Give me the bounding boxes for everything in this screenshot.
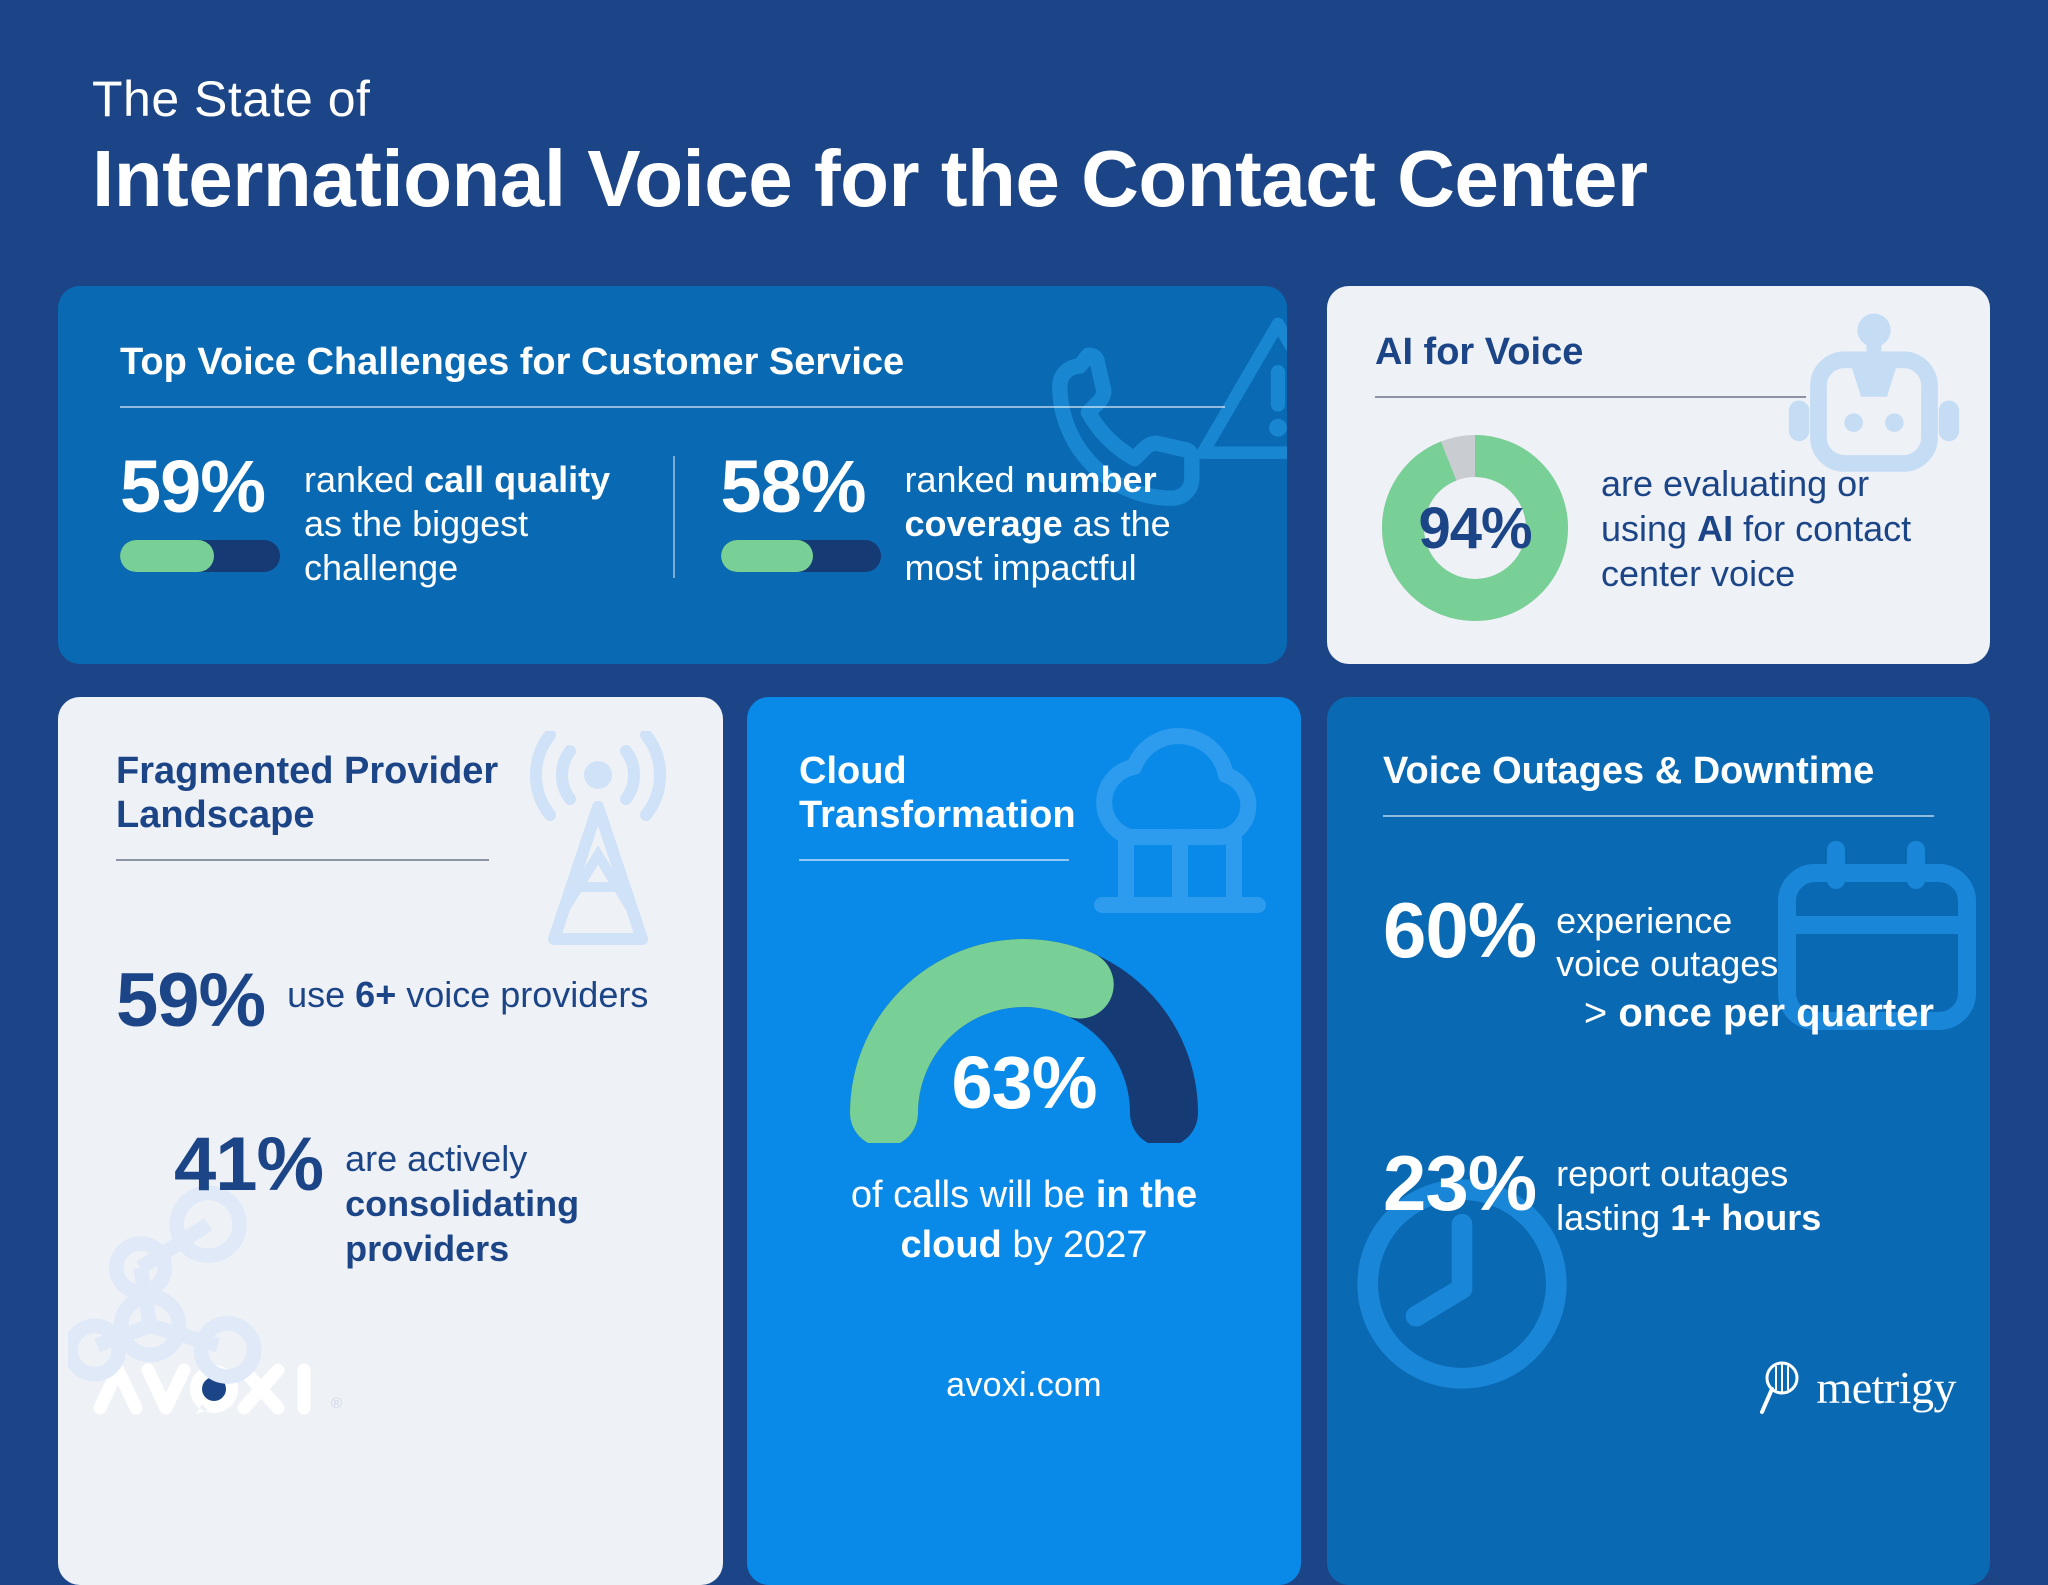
- card-ai-for-voice: AI for Voice 94% are evaluating or using…: [1327, 286, 1990, 664]
- divider-challenges: [120, 406, 1225, 409]
- desc-post: for contact center voice: [1601, 507, 1912, 594]
- challenges-stat-row: 59% ranked call quality as the biggest c…: [120, 445, 1226, 590]
- stat-value-58: 58%: [720, 445, 867, 529]
- desc-line2: lasting 1+ hours: [1556, 1196, 1821, 1239]
- stat-value-60: 60%: [1383, 886, 1537, 975]
- progress-track-call-quality: [120, 540, 280, 573]
- stat-desc-six-plus: use 6+ voice providers: [287, 965, 648, 1018]
- card-title-challenges: Top Voice Challenges for Customer Servic…: [120, 341, 905, 383]
- stat-value-59: 59%: [120, 445, 266, 529]
- stat-sub-60: > once per quarter: [1383, 991, 1934, 1036]
- card-title-outages: Voice Outages & Downtime: [1383, 750, 1875, 792]
- stat-call-quality: 59% ranked call quality as the biggest c…: [120, 445, 625, 590]
- desc-line2-bold: 1+ hours: [1670, 1196, 1822, 1238]
- progress-track-number-coverage: [720, 540, 881, 573]
- stat-value-59-frag: 59%: [116, 958, 266, 1044]
- progress-fill-number-coverage: [720, 540, 814, 573]
- stat-desc-number-coverage: ranked number coverage as the most impac…: [905, 452, 1226, 590]
- ai-description: are evaluating or using AI for contact c…: [1601, 461, 1942, 596]
- desc-pre: use: [287, 974, 356, 1016]
- progress-fill-call-quality: [120, 540, 215, 573]
- card-title-fragmented: Fragmented Provider Landscape: [116, 750, 499, 837]
- stat-consolidating-providers: 41% are actively consolidating providers: [116, 1122, 665, 1271]
- divider-outages: [1383, 815, 1934, 818]
- card-top-voice-challenges: Top Voice Challenges for Customer Servic…: [58, 286, 1287, 664]
- avoxi-registered-mark: ®: [331, 1395, 343, 1412]
- donut-chart-ai: 94%: [1375, 428, 1575, 628]
- sub-bold: once per quarter: [1618, 991, 1934, 1036]
- desc-bold: call quality: [424, 459, 611, 501]
- sub-pre: >: [1583, 991, 1619, 1036]
- stat-outage-duration: 23% report outages lasting 1+ hours: [1383, 1139, 1934, 1238]
- footer-url[interactable]: avoxi.com: [946, 1366, 1102, 1404]
- divider-ai: [1375, 396, 1806, 399]
- page-title: International Voice for the Contact Cent…: [92, 134, 1648, 223]
- desc-post: voice providers: [396, 974, 649, 1016]
- magnifying-glass-icon: [1760, 1361, 1799, 1414]
- stat-number-coverage: 58% ranked number coverage as the most i…: [672, 445, 1226, 590]
- card-cloud-transformation: Cloud Transformation 63% of calls will b…: [747, 697, 1301, 1585]
- metrigy-logo[interactable]: metrigy: [1756, 1358, 1956, 1416]
- metrigy-wordmark: metrigy: [1816, 1361, 1956, 1413]
- stat-value-41: 41%: [174, 1122, 324, 1208]
- gauge-chart-cloud: 63%: [824, 913, 1224, 1144]
- card-title-ai: AI for Voice: [1375, 331, 1584, 373]
- desc-post: as the most impactful: [904, 502, 1171, 588]
- desc-bold: 6+: [355, 974, 397, 1016]
- caption-bold: in the cloud: [900, 1174, 1198, 1266]
- desc-bold: AI: [1697, 507, 1734, 549]
- page-header: The State of International Voice for the…: [92, 71, 1648, 225]
- desc-pre: ranked: [304, 459, 425, 501]
- card-voice-outages-downtime: Voice Outages & Downtime 60% experience …: [1327, 697, 1990, 1585]
- stat-outage-frequency: 60% experience voice outages > once per …: [1383, 886, 1934, 1036]
- stat-desc-60: experience voice outages: [1556, 900, 1779, 985]
- stat-desc-consolidating: are actively consolidating providers: [345, 1129, 665, 1271]
- stat-six-plus-providers: 59% use 6+ voice providers: [116, 958, 665, 1044]
- cloud-caption: of calls will be in the cloud by 2027: [799, 1171, 1249, 1270]
- donut-label-94: 94%: [1418, 495, 1532, 561]
- divider-fragmented: [116, 859, 490, 862]
- desc-post: as the biggest challenge: [304, 502, 529, 588]
- divider-cloud: [799, 859, 1069, 862]
- header-eyebrow: The State of: [92, 71, 371, 127]
- caption-post: by 2027: [1001, 1223, 1148, 1266]
- caption-pre: of calls will be: [850, 1174, 1096, 1217]
- gauge-label-63: 63%: [951, 1041, 1097, 1125]
- card-fragmented-provider-landscape: Fragmented Provider Landscape 59% use 6+…: [58, 697, 723, 1585]
- stat-desc-23: report outages lasting 1+ hours: [1556, 1146, 1821, 1238]
- desc-bold: consolidating providers: [345, 1182, 580, 1269]
- desc-pre: ranked: [904, 459, 1025, 501]
- desc-line1: report outages: [1556, 1153, 1789, 1195]
- desc-line2-pre: lasting: [1556, 1196, 1671, 1238]
- desc-pre: are actively: [345, 1138, 528, 1180]
- stat-value-23: 23%: [1383, 1139, 1537, 1228]
- stat-desc-call-quality: ranked call quality as the biggest chall…: [304, 452, 625, 590]
- card-title-cloud: Cloud Transformation: [799, 750, 1076, 837]
